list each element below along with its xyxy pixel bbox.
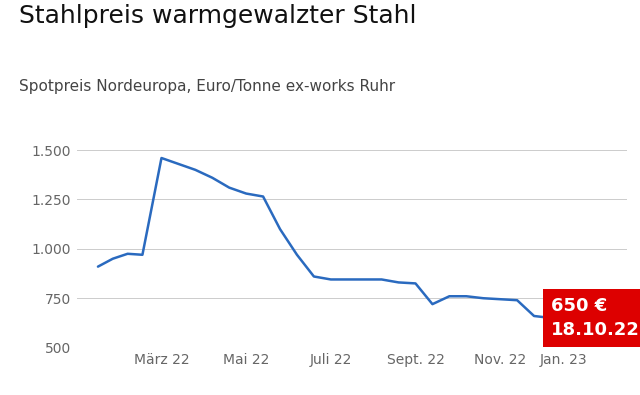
Text: 650 €
18.10.22: 650 € 18.10.22 [551, 297, 640, 339]
Text: Stahlpreis warmgewalzter Stahl: Stahlpreis warmgewalzter Stahl [19, 4, 417, 28]
Text: Spotpreis Nordeuropa, Euro/Tonne ex-works Ruhr: Spotpreis Nordeuropa, Euro/Tonne ex-work… [19, 79, 396, 94]
